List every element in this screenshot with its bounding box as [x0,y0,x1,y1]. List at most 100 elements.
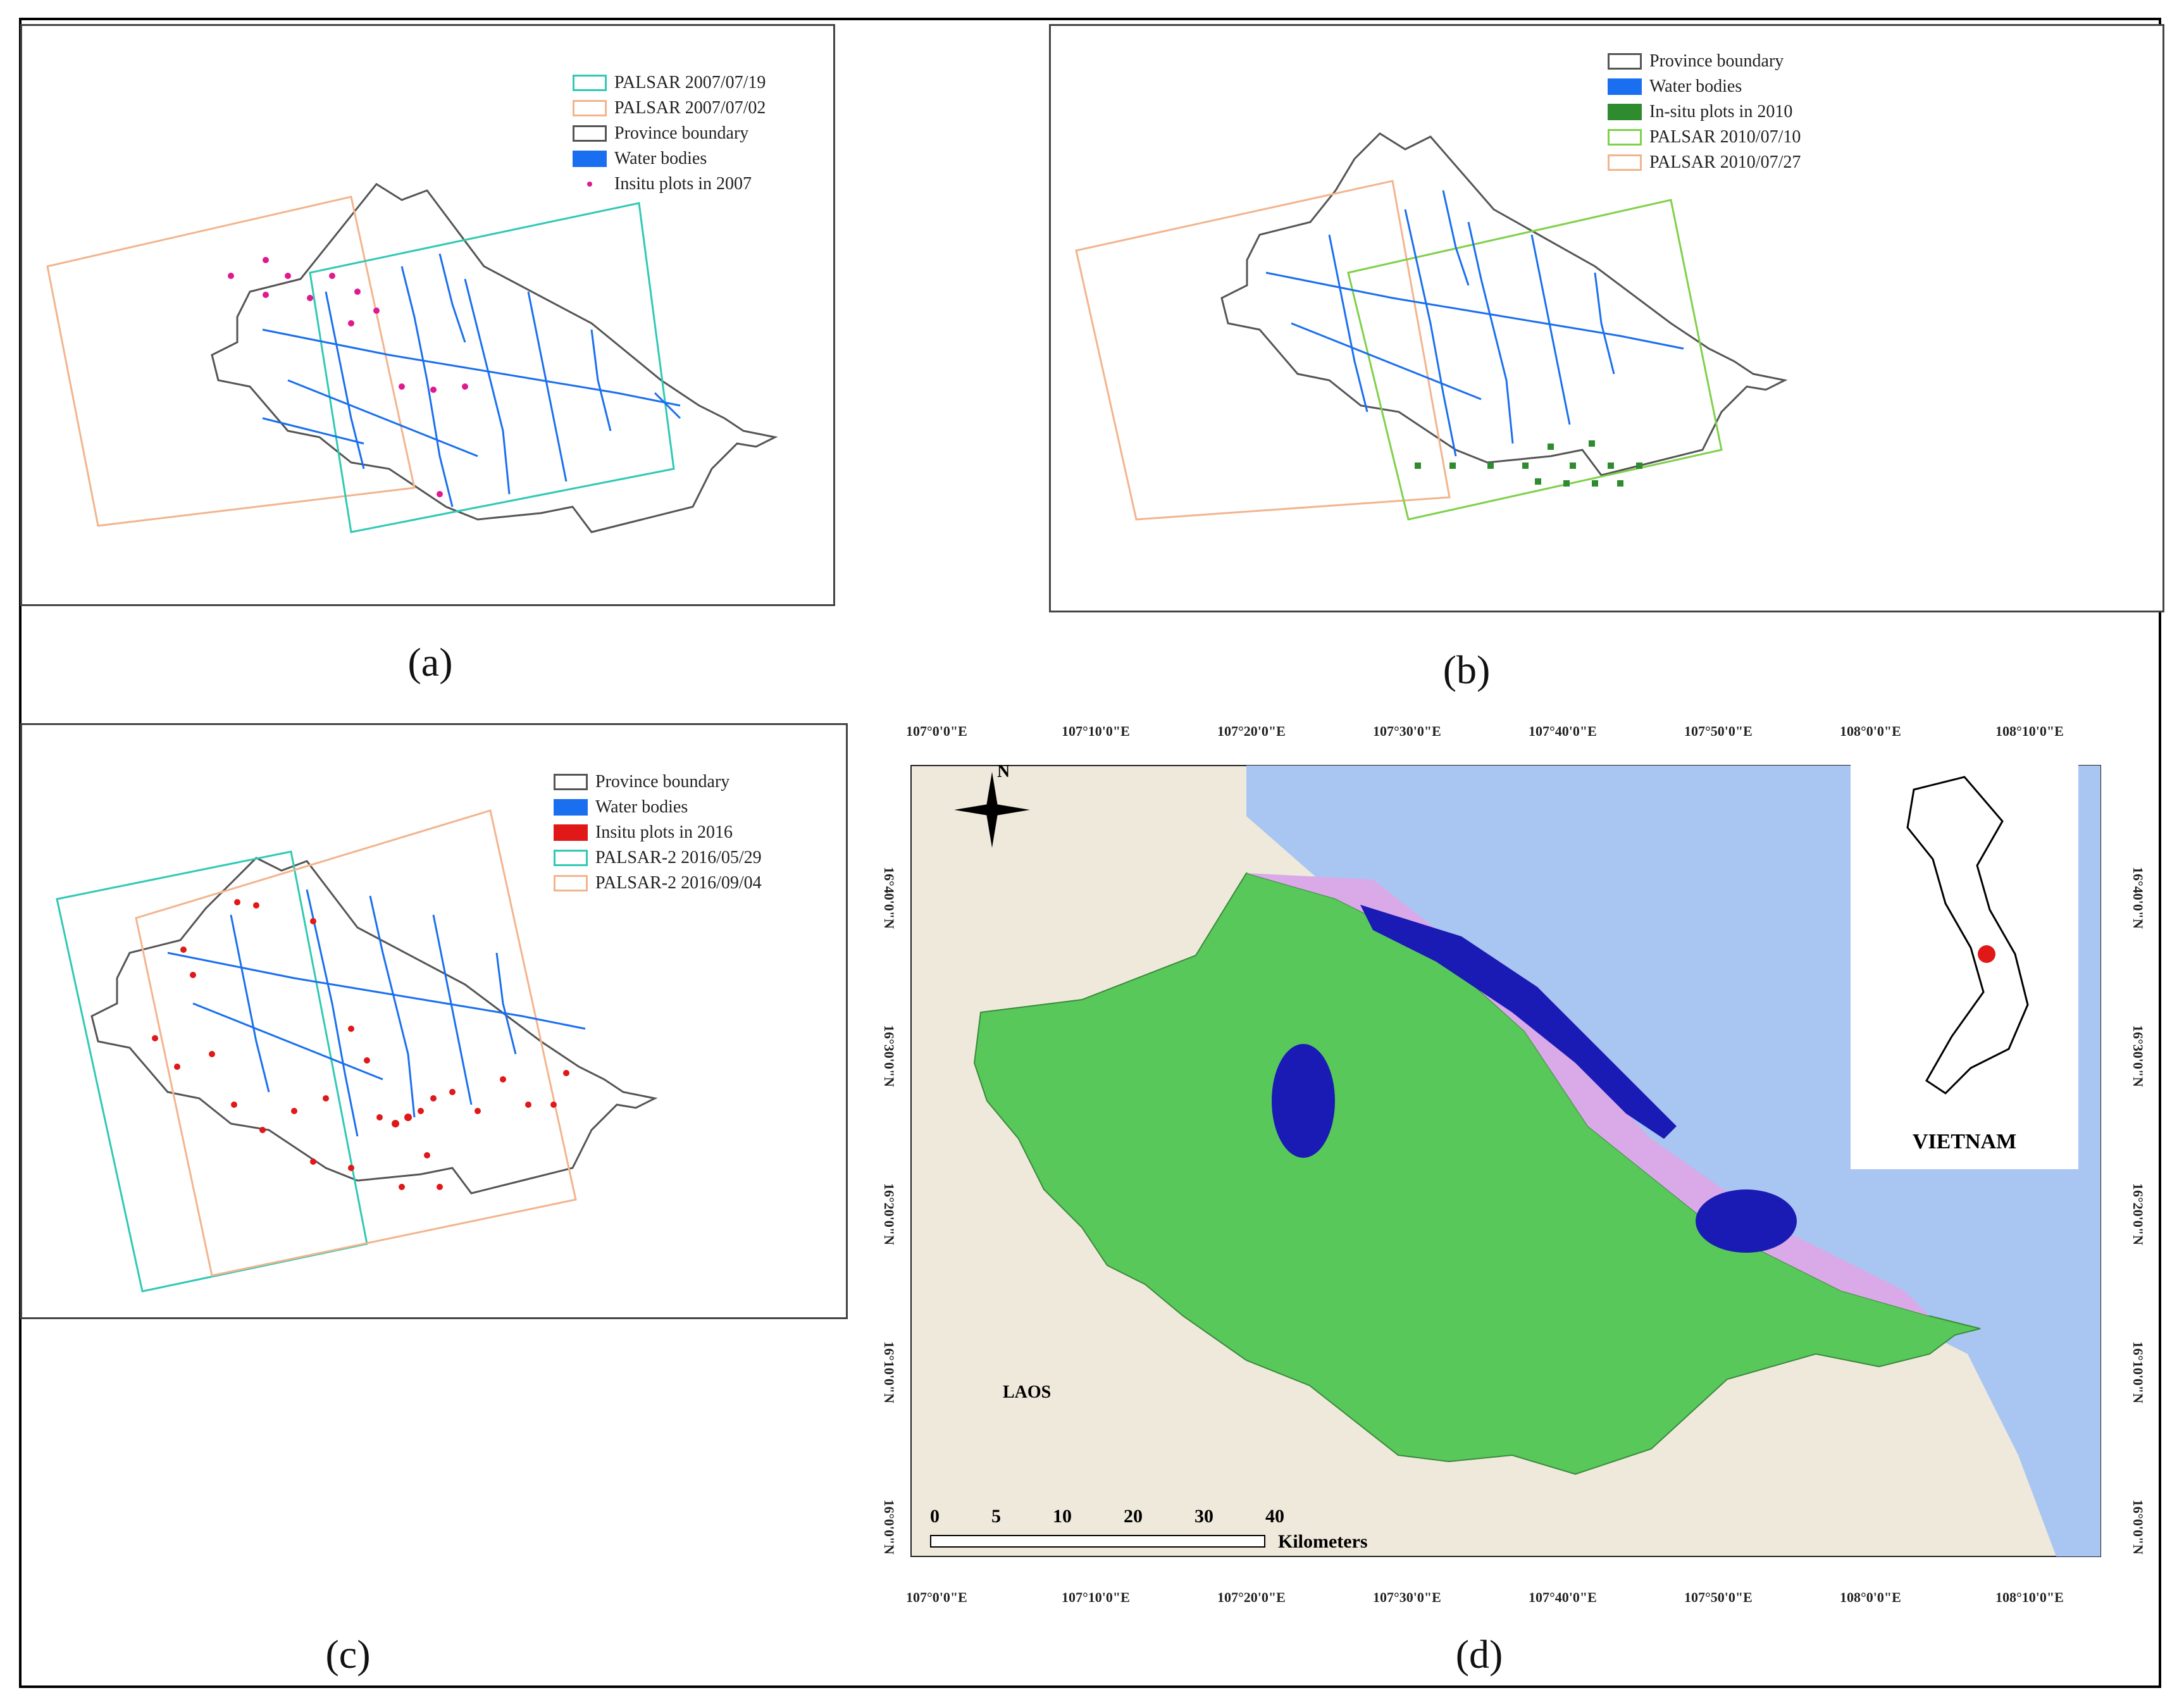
legend-label: PALSAR 2010/07/27 [1649,152,1801,172]
insitu-plots-2007 [228,257,468,497]
legend-item: Province boundary [573,121,766,146]
scale-tick: 5 [991,1506,1001,1527]
legend-swatch [573,100,607,116]
coord-tick-label: 107°40'0"E [1529,1589,1597,1605]
caption-d: (d) [1455,1632,1503,1677]
laos-label: LAOS [1003,1382,1052,1402]
water-network [167,889,586,1137]
legend-label: Insitu plots in 2007 [614,174,752,194]
palsar2-scene-05-29 [56,850,368,1293]
panel-c-map: Province boundary Water bodies Insitu plot… [20,723,848,1319]
lagoon [1360,905,1677,1139]
legend-swatch [1608,53,1642,70]
legend-item: PALSAR-2 2016/09/04 [554,871,762,896]
palsar-scene-10-27 [1075,180,1451,521]
water-network [262,253,681,507]
legend-item: PALSAR 2007/07/19 [573,70,766,96]
legend-label: Province boundary [595,772,730,791]
coord-tick-label: 108°0'0"E [1840,1589,1901,1605]
legend-swatch [554,799,588,816]
scale-ticks: 0 5 10 20 30 40 [930,1506,1284,1527]
legend-label: Insitu plots in 2016 [595,822,733,842]
inset-label: VIETNAM [1912,1130,2017,1153]
legend-swatch [554,824,588,841]
coord-tick-label: 16°0'0"N [2130,1499,2146,1555]
legend-item: Water bodies [1608,74,1801,99]
province-boundary [1220,132,1788,476]
panel-a-map: PALSAR 2007/07/19 PALSAR 2007/07/02 Provin… [20,24,835,606]
coord-tick-label: 16°0'0"N [881,1499,897,1555]
scale-tick: 10 [1053,1506,1072,1527]
coord-tick-label: 107°0'0"E [906,723,967,739]
legend-swatch [1608,104,1642,120]
legend-swatch [554,875,588,891]
palsar-scene-10-10 [1347,199,1723,521]
vietnam-inset: VIETNAM [1851,764,2078,1169]
legend-item: PALSAR 2010/07/10 [1608,125,1801,150]
north-arrow: N [954,762,1030,848]
vietnam-inset-map [1906,776,2029,1095]
coord-tick-label: 107°10'0"E [1062,723,1130,739]
legend-swatch [554,850,588,866]
coord-tick-label: 16°30'0"N [2130,1025,2146,1088]
legend-label: In-situ plots in 2010 [1649,102,1793,121]
legend-swatch [573,125,607,142]
legend-label: PALSAR 2007/07/19 [614,73,766,92]
legend-swatch [573,75,607,91]
legend-swatch [1608,129,1642,146]
caption-b: (b) [1443,647,1491,692]
scale-tick: 30 [1194,1506,1213,1527]
palsar-scene-07-19 [309,202,675,533]
coord-tick-label: 107°20'0"E [1217,1589,1286,1605]
coord-tick-label: 107°0'0"E [906,1589,967,1605]
legend-swatch [1608,78,1642,95]
coord-tick-label: 107°30'0"E [1373,723,1441,739]
legend-label: Province boundary [614,123,749,143]
coord-tick-label: 107°50'0"E [1684,1589,1753,1605]
legend-item: Insitu plots in 2007 [573,171,766,197]
legend-label: PALSAR-2 2016/09/04 [595,873,762,893]
insitu-plots-2010 [1415,440,1642,487]
legend-item: Water bodies [573,146,766,171]
legend-a: PALSAR 2007/07/19 PALSAR 2007/07/02 Provin… [573,70,766,197]
palsar-scene-07-02 [46,196,416,527]
coord-tick-label: 108°0'0"E [1840,723,1901,739]
coord-tick-label: 108°10'0"E [1995,723,2064,739]
water-network [1265,190,1684,457]
scale-tick: 20 [1124,1506,1143,1527]
coord-tick-label: 108°10'0"E [1995,1589,2064,1605]
coord-tick-label: 16°10'0"N [2130,1341,2146,1404]
coord-tick-label: 16°10'0"N [881,1341,897,1404]
legend-item: Province boundary [554,769,762,795]
panel-a-drawing [46,183,778,533]
lagoon-south [1696,1189,1797,1253]
scale-tick: 40 [1265,1506,1284,1527]
coord-tick-label: 107°10'0"E [1062,1589,1130,1605]
coord-tick-label: 107°40'0"E [1529,723,1597,739]
coord-tick-label: 16°40'0"N [881,867,897,929]
coord-tick-label: 107°20'0"E [1217,723,1286,739]
legend-item: Province boundary [1608,49,1801,74]
scale-tick: 0 [930,1506,940,1527]
insitu-plots-2016 [152,899,569,1190]
coord-tick-label: 16°20'0"N [881,1183,897,1246]
scale-bar: 0 5 10 20 30 40 Kilometers [930,1506,1373,1556]
legend-c: Province boundary Water bodies Insitu plot… [554,769,762,896]
legend-item: Insitu plots in 2016 [554,820,762,845]
province-boundary [211,183,778,533]
legend-label: Province boundary [1649,51,1784,71]
legend-item: In-situ plots in 2010 [1608,99,1801,125]
legend-item: PALSAR-2 2016/05/29 [554,845,762,871]
legend-item: PALSAR 2010/07/27 [1608,150,1801,175]
legend-swatch [554,774,588,790]
legend-swatch [587,182,592,187]
palsar2-scene-09-04 [135,809,577,1277]
panel-b-drawing [1075,132,1788,521]
legend-b: Province boundary Water bodies In-situ plo… [1608,49,1801,175]
legend-item: PALSAR 2007/07/02 [573,96,766,121]
coord-tick-label: 16°20'0"N [2130,1183,2146,1246]
legend-label: PALSAR 2010/07/10 [1649,127,1801,147]
scale-unit: Kilometers [1278,1531,1368,1552]
study-area-marker [1978,945,1995,963]
coord-tick-label: 16°30'0"N [881,1025,897,1088]
